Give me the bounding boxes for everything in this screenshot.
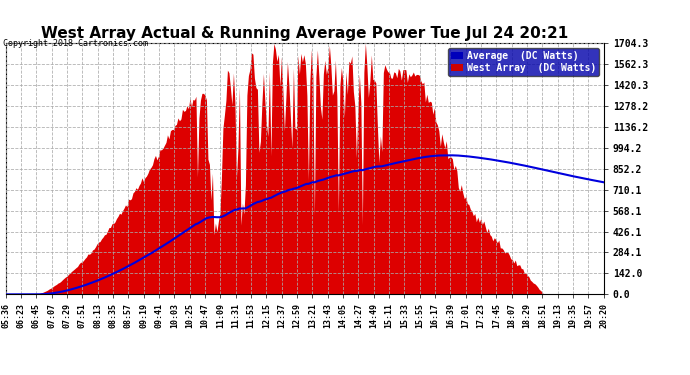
Text: Copyright 2018 Cartronics.com: Copyright 2018 Cartronics.com: [3, 39, 148, 48]
Legend: Average  (DC Watts), West Array  (DC Watts): Average (DC Watts), West Array (DC Watts…: [448, 48, 599, 76]
Title: West Array Actual & Running Average Power Tue Jul 24 20:21: West Array Actual & Running Average Powe…: [41, 26, 569, 40]
